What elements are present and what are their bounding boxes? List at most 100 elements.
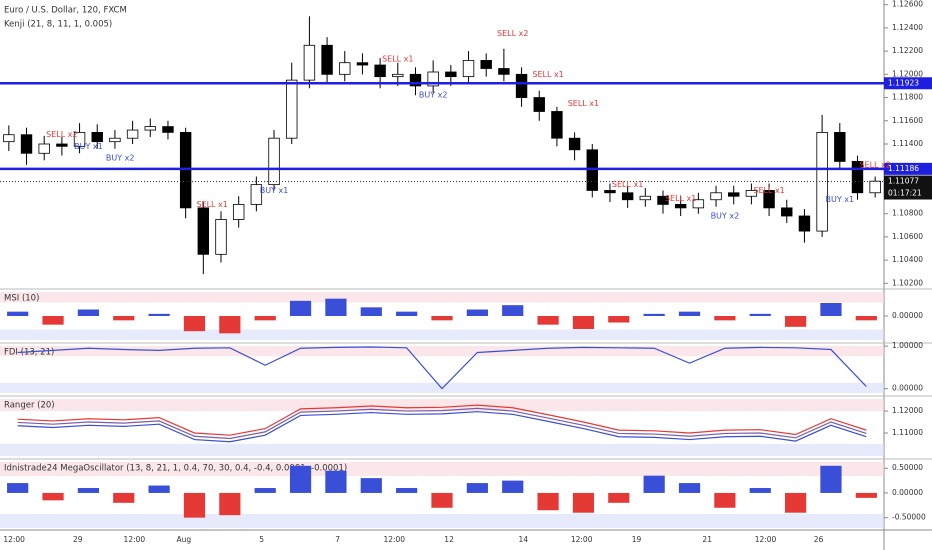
x-tick-label: 29 — [73, 535, 83, 544]
histogram-bar — [325, 298, 347, 316]
candle-body — [728, 192, 740, 197]
y-tick-label: 1.10600 — [892, 232, 923, 241]
histogram-bar — [784, 316, 807, 327]
x-tick-label: 12:00 — [124, 535, 146, 544]
histogram-bar — [148, 485, 170, 493]
histogram-bar — [537, 492, 559, 511]
candle-body — [356, 62, 369, 66]
histogram-bar — [749, 488, 771, 493]
y-tick-label: 1.11000 — [892, 428, 923, 437]
candle-body — [179, 131, 192, 209]
candle-body — [851, 161, 864, 194]
y-tick-label: 1.12600 — [892, 0, 923, 9]
indicator-line — [17, 346, 867, 390]
histogram-bar — [678, 483, 701, 493]
histogram-bar — [714, 316, 736, 321]
countdown: 01:17:21 — [888, 189, 922, 198]
y-tick-label: 1.10800 — [892, 209, 923, 218]
candle-body — [109, 137, 121, 143]
y-tick-label: 0.00000 — [892, 384, 923, 393]
histogram-bar — [784, 492, 807, 513]
candle-body — [869, 180, 881, 194]
y-tick-label: 0.50000 — [892, 463, 923, 472]
histogram-bar — [254, 488, 276, 493]
x-tick-label: 14 — [519, 535, 529, 544]
candle-body — [73, 131, 86, 147]
histogram-bar — [643, 313, 665, 316]
pane-title: Idnistrade24 MegaOscillator (13, 8, 21, … — [4, 464, 347, 474]
candle-body — [621, 192, 634, 201]
x-tick-label: 12:00 — [571, 535, 593, 544]
histogram-bar — [7, 483, 29, 493]
histogram-bar — [113, 492, 135, 503]
x-tick-label: 12 — [444, 535, 454, 544]
candle-body — [268, 137, 280, 186]
candle-body — [798, 215, 811, 232]
candle-body — [197, 207, 210, 255]
candle-body — [374, 64, 386, 78]
histogram-bar — [289, 300, 312, 316]
candle-body — [392, 73, 404, 78]
histogram-bar — [325, 470, 347, 493]
histogram-bar — [643, 475, 665, 493]
pane-band — [0, 514, 884, 528]
histogram-bar — [219, 492, 241, 516]
candle-body — [126, 129, 139, 139]
level-label: 1.11923 — [888, 78, 919, 87]
histogram-bar — [289, 465, 312, 493]
candle-body — [745, 190, 758, 197]
x-tick-label: 12:00 — [383, 535, 405, 544]
candle-body — [303, 44, 316, 81]
signal-label: BUY x2 — [419, 91, 448, 100]
signal-label: SELL x2 — [497, 29, 528, 38]
x-tick-label: 12:00 — [3, 535, 25, 544]
histogram-bar — [113, 316, 135, 321]
histogram-bar — [360, 478, 382, 493]
candle-body — [91, 131, 103, 143]
candle-body — [551, 111, 563, 139]
x-tick-label: 19 — [632, 535, 642, 544]
signal-label: BUY x1 — [74, 142, 103, 151]
y-tick-label: 1.10200 — [892, 278, 923, 287]
y-tick-label: 1.00000 — [892, 341, 923, 350]
candle-body — [250, 184, 263, 205]
histogram-bar — [254, 316, 276, 321]
pane-title: Ranger (20) — [4, 401, 55, 411]
x-tick-label: 12:00 — [755, 535, 777, 544]
signal-label: SELL x1 — [568, 99, 599, 108]
y-tick-label: 1.11400 — [892, 139, 923, 148]
y-tick-label: 1.10400 — [892, 255, 923, 264]
candle-body — [568, 137, 581, 151]
histogram-bar — [537, 316, 559, 325]
signal-label: SELL x1 — [382, 55, 413, 64]
indicator-line — [17, 411, 867, 443]
candle-body — [498, 68, 510, 75]
histogram-bar — [855, 316, 877, 321]
candle-body — [674, 203, 687, 209]
signal-label: BUY x1 — [825, 195, 854, 204]
signal-label: SELL x2 — [859, 160, 890, 169]
signal-label: SELL x1 — [753, 186, 784, 195]
histogram-bar — [820, 303, 842, 316]
y-tick-label: 1.12400 — [892, 23, 923, 32]
pane-band — [0, 462, 884, 476]
y-tick-label: 0.00000 — [892, 311, 923, 320]
candle-body — [162, 126, 174, 133]
level-tag — [884, 162, 932, 175]
candle-body — [462, 59, 475, 78]
candle-body — [215, 219, 227, 255]
candle-body — [604, 190, 616, 194]
y-tick-label: 1.11600 — [892, 116, 923, 125]
candle-body — [232, 203, 245, 220]
candle-body — [38, 143, 50, 154]
histogram-bar — [572, 316, 595, 329]
level-label: 1.11186 — [888, 164, 919, 173]
pane-title: Euro / U.S. Dollar, 120, FXCM — [4, 6, 127, 16]
candle-body — [409, 73, 422, 87]
pane-title: FDI (13, 21) — [4, 348, 54, 358]
pane-subtitle: Kenji (21, 8, 11, 1, 0.005) — [4, 20, 112, 30]
y-tick-label: 0.00000 — [892, 488, 923, 497]
signal-label: SELL x1 — [196, 200, 227, 209]
